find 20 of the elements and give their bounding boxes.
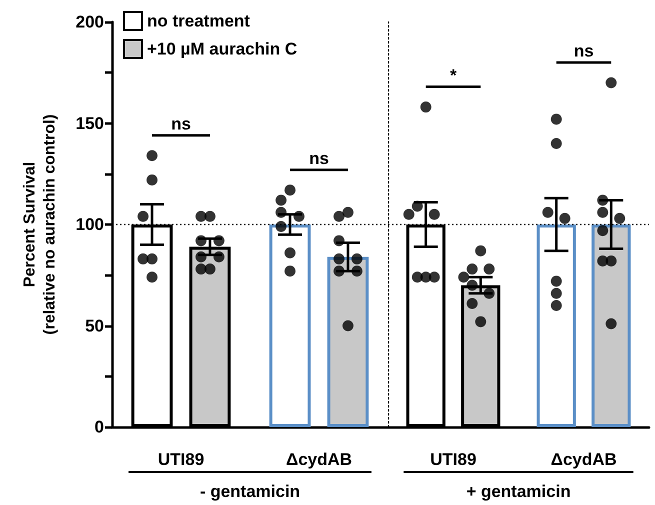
y-tick-label: 50: [85, 316, 104, 336]
x-axis-title: + gentamicin: [466, 482, 571, 501]
bar: [269, 224, 311, 427]
annotation: *: [450, 66, 457, 85]
annotation: ns: [309, 148, 329, 168]
x-tick-label: UTI89: [158, 450, 204, 469]
legend-label: +10 µM aurachin C: [147, 40, 298, 58]
annotation: ns: [574, 42, 594, 60]
y-tick-label: 0: [94, 418, 104, 436]
legend-label: no treatment: [147, 12, 250, 30]
x-tick-label: ΔcydAB: [550, 450, 617, 469]
x-tick-label: ΔcydAB: [286, 450, 352, 469]
annotation: ns: [171, 114, 191, 134]
x-tick-label: UTI89: [430, 450, 476, 469]
y-tick-label: 100: [76, 215, 104, 234]
bar: [327, 256, 369, 427]
y-axis-title: Percent Survival (relative no aurachin control): [22, 114, 58, 335]
y-tick-label: 200: [76, 12, 104, 32]
y-tick-label: 150: [76, 114, 104, 133]
x-axis-title: - gentamicin: [200, 482, 300, 501]
